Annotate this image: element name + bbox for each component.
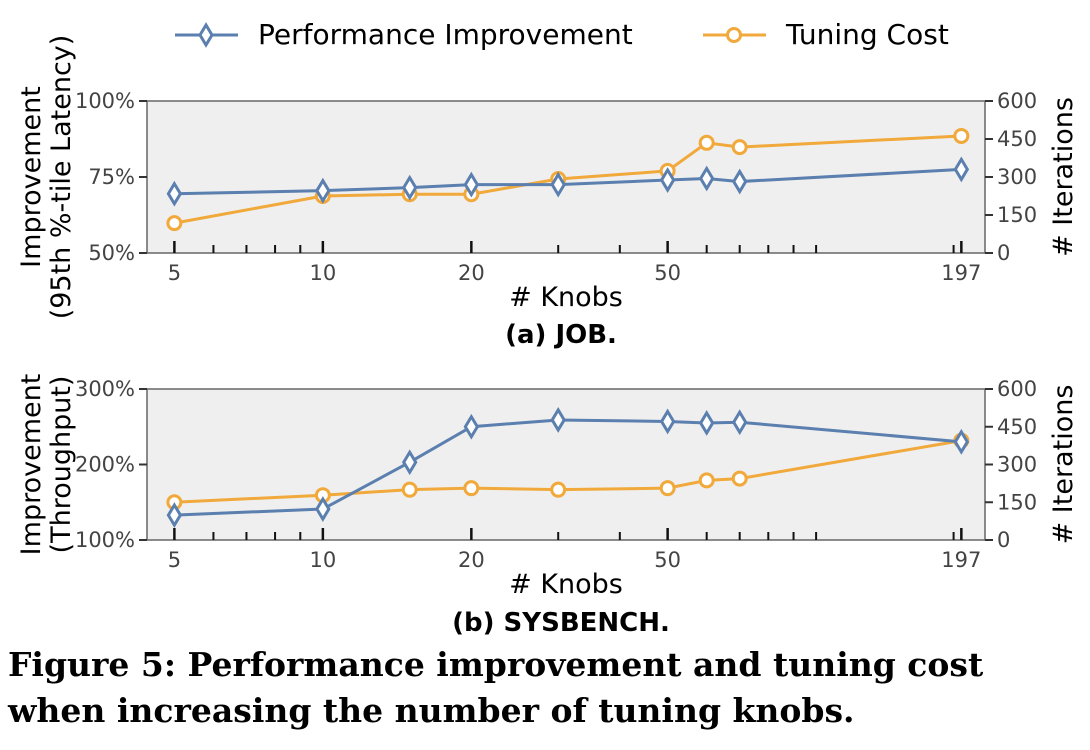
- x-tick-label: 50: [654, 261, 681, 285]
- y-left-tick-label: 100%: [75, 89, 135, 113]
- plot-area: [146, 388, 986, 541]
- y-right-tick-label: 0: [997, 528, 1010, 552]
- figure: Performance Improvement Tuning Cost 50% 7…: [16, 18, 1079, 638]
- perf-point: [166, 180, 183, 207]
- perf-point: [659, 408, 676, 435]
- perf-point: [166, 502, 183, 529]
- y-right-axis-title: # Iterations: [1048, 97, 1079, 257]
- cost-point: [659, 480, 676, 497]
- legend-cost-marker: [703, 27, 766, 43]
- figure-caption: Figure 5: Performance improvement and tu…: [8, 645, 984, 730]
- chart-sysbench: 100% 200% 300% 0 150 300 450 600 5 10 20 50 197 # Kno…: [16, 374, 1079, 638]
- legend-perf-marker: [175, 22, 238, 48]
- x-tick-label: 20: [458, 548, 485, 572]
- y-left-axis-title: Improvement: [16, 86, 47, 268]
- perf-point: [698, 410, 715, 436]
- x-tick-label: 5: [168, 261, 181, 285]
- y-right-axis-title: # Iterations: [1048, 385, 1079, 545]
- y-left-axis-title: Improvement: [16, 374, 47, 556]
- x-axis-title: # Knobs: [509, 569, 623, 600]
- perf-point: [659, 167, 676, 193]
- cost-point: [401, 481, 418, 498]
- y-right-tick-label: 300: [997, 165, 1037, 189]
- perf-point: [731, 409, 748, 436]
- x-tick-label: 5: [168, 548, 181, 572]
- legend: Performance Improvement Tuning Cost: [175, 18, 949, 51]
- y-left-tick-label: 75%: [88, 165, 135, 189]
- perf-point: [953, 156, 970, 183]
- perf-point: [401, 174, 418, 201]
- cost-point: [698, 134, 715, 151]
- y-left-tick-label: 200%: [75, 453, 135, 477]
- y-right-tick-label: 600: [997, 377, 1037, 401]
- y-right-tick-label: 450: [997, 415, 1037, 439]
- subplot-title: (b) SYSBENCH.: [452, 608, 670, 638]
- perf-point: [731, 168, 748, 195]
- y-left-axis-title-line2: (Throughput): [46, 376, 77, 554]
- y-left-tick-label: 300%: [75, 377, 135, 401]
- legend-perf-diamond: [198, 22, 214, 48]
- legend-cost-label: Tuning Cost: [785, 18, 949, 51]
- perf-point: [698, 165, 715, 192]
- cost-point: [463, 480, 480, 497]
- y-right-tick-label: 600: [997, 89, 1037, 113]
- x-tick-label: 10: [309, 548, 336, 572]
- perf-point: [315, 496, 331, 522]
- subplot-title: (a) JOB.: [505, 320, 617, 350]
- cost-point: [550, 481, 567, 498]
- x-tick-label: 20: [458, 261, 485, 285]
- y-right-tick-label: 450: [997, 127, 1037, 151]
- cost-point: [953, 127, 970, 144]
- perf-point: [401, 449, 418, 476]
- chart-job: 50% 75% 100% 0 150 300 450 600 5 10 20 50 197 # Knobs…: [16, 35, 1079, 350]
- cost-point: [698, 472, 715, 489]
- y-left-tick-label: 100%: [75, 528, 135, 552]
- legend-cost-circle: [726, 27, 742, 43]
- cost-point: [731, 139, 748, 156]
- cost-point: [731, 470, 748, 487]
- cost-point: [166, 215, 183, 232]
- y-right-tick-label: 150: [997, 203, 1037, 227]
- y-left-tick-label: 50%: [88, 241, 135, 265]
- perf-point: [953, 428, 970, 455]
- y-right-tick-label: 150: [997, 490, 1037, 514]
- perf-point: [550, 171, 566, 198]
- x-tick-label: 197: [941, 261, 981, 285]
- y-left-axis-title-line2: (95th %-tile Latency): [46, 35, 77, 320]
- x-tick-label: 50: [654, 548, 681, 572]
- perf-point: [315, 177, 331, 204]
- y-right-tick-label: 300: [997, 453, 1037, 477]
- y-right-tick-label: 0: [997, 241, 1010, 265]
- legend-perf-label: Performance Improvement: [258, 18, 633, 51]
- perf-point: [463, 171, 480, 198]
- x-axis-title: # Knobs: [509, 282, 623, 313]
- perf-point: [463, 413, 480, 440]
- perf-point: [550, 407, 566, 433]
- x-tick-label: 10: [309, 261, 336, 285]
- x-tick-label: 197: [941, 548, 981, 572]
